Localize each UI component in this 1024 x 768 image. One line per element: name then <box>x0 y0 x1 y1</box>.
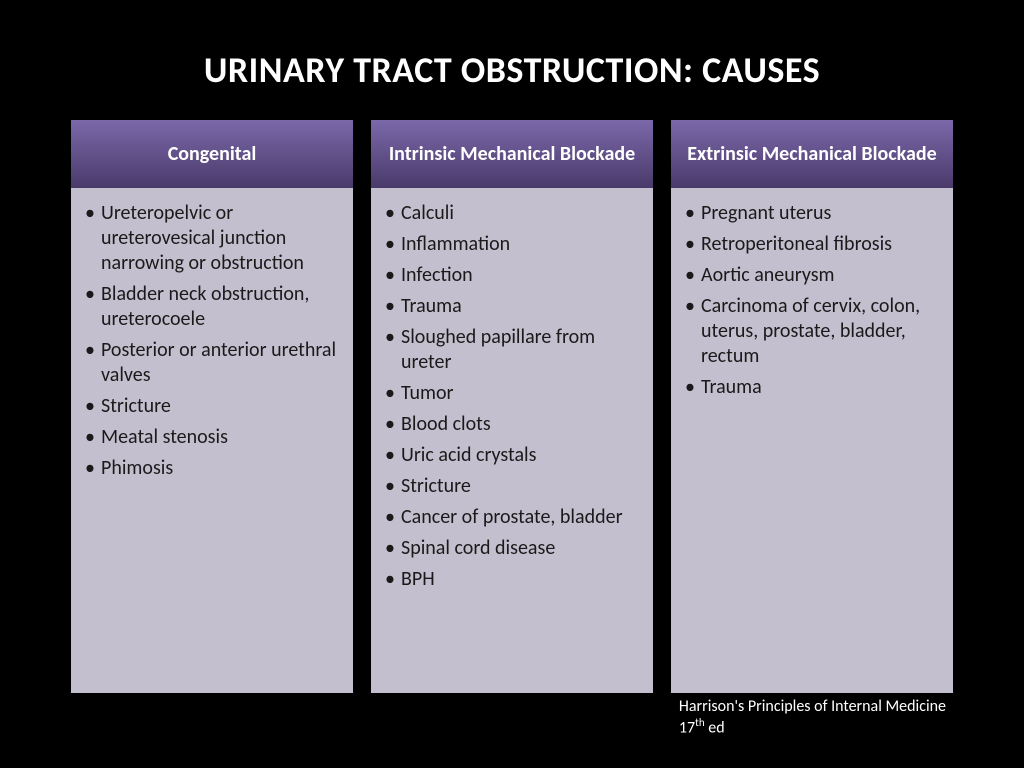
item-list: Pregnant uterusRetroperitoneal fibrosisA… <box>685 198 939 403</box>
column-body: Ureteropelvic or ureterovesical junction… <box>71 188 353 693</box>
column: Extrinsic Mechanical Blockade Pregnant ut… <box>671 120 953 693</box>
list-item: Bladder neck obstruction, ureterocoele <box>85 279 339 335</box>
list-item: Spinal cord disease <box>385 533 639 564</box>
citation-source: Harrison's Principles of Internal Medici… <box>679 697 946 716</box>
column-body: CalculiInflammationInfectionTraumaSlough… <box>371 188 653 693</box>
slide-title: URINARY TRACT OBSTRUCTION: CAUSES <box>70 48 954 92</box>
list-item: Inflammation <box>385 229 639 260</box>
column: Congenital Ureteropelvic or ureterovesica… <box>71 120 353 693</box>
list-item: Calculi <box>385 198 639 229</box>
list-item: Uric acid crystals <box>385 440 639 471</box>
column: Intrinsic Mechanical Blockade CalculiInfl… <box>371 120 653 693</box>
citation-edition-tail: ed <box>705 719 725 738</box>
list-item: Sloughed papillare from ureter <box>385 322 639 378</box>
citation: Harrison's Principles of Internal Medici… <box>679 697 946 738</box>
list-item: Meatal stenosis <box>85 422 339 453</box>
list-item: Tumor <box>385 378 639 409</box>
slide: URINARY TRACT OBSTRUCTION: CAUSES Congen… <box>0 0 1024 768</box>
column-body: Pregnant uterusRetroperitoneal fibrosisA… <box>671 188 953 693</box>
list-item: Ureteropelvic or ureterovesical junction… <box>85 198 339 279</box>
column-header: Extrinsic Mechanical Blockade <box>671 120 953 188</box>
list-item: Aortic aneurysm <box>685 260 939 291</box>
list-item: Pregnant uterus <box>685 198 939 229</box>
list-item: Cancer of prostate, bladder <box>385 502 639 533</box>
citation-edition-suffix: th <box>695 716 704 729</box>
list-item: Posterior or anterior urethral valves <box>85 335 339 391</box>
column-header: Intrinsic Mechanical Blockade <box>371 120 653 188</box>
list-item: Infection <box>385 260 639 291</box>
list-item: Trauma <box>385 291 639 322</box>
list-item: Stricture <box>85 391 339 422</box>
list-item: BPH <box>385 564 639 595</box>
list-item: Blood clots <box>385 409 639 440</box>
columns-container: Congenital Ureteropelvic or ureterovesica… <box>70 120 954 693</box>
citation-edition-num: 17 <box>679 719 695 738</box>
list-item: Retroperitoneal fibrosis <box>685 229 939 260</box>
item-list: Ureteropelvic or ureterovesical junction… <box>85 198 339 484</box>
list-item: Trauma <box>685 372 939 403</box>
item-list: CalculiInflammationInfectionTraumaSlough… <box>385 198 639 595</box>
list-item: Phimosis <box>85 453 339 484</box>
list-item: Carcinoma of cervix, colon, uterus, pros… <box>685 291 939 372</box>
column-header: Congenital <box>71 120 353 188</box>
list-item: Stricture <box>385 471 639 502</box>
